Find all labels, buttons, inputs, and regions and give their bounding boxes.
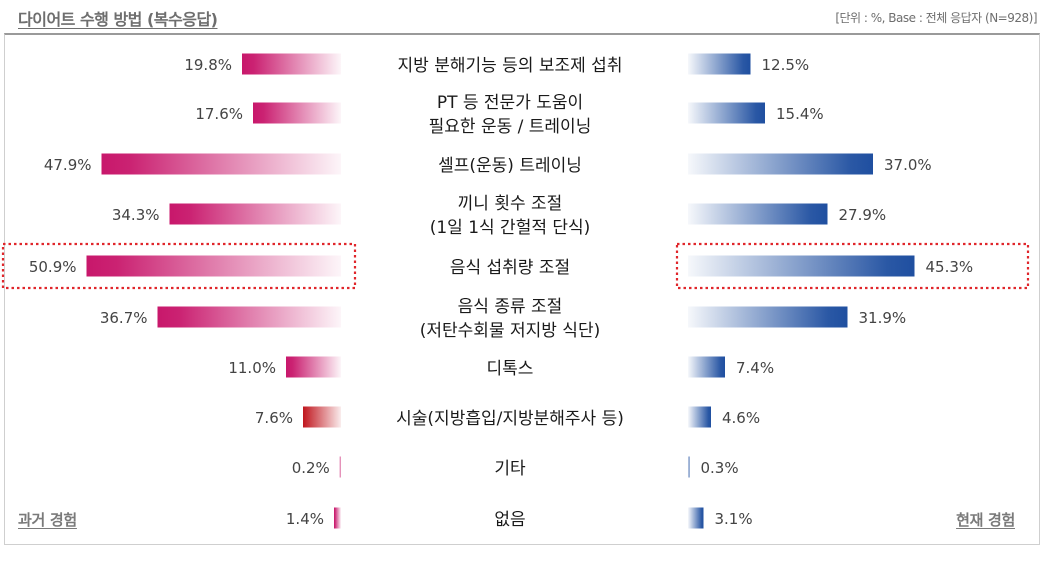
present-value-label-1: 12.5% [762,56,810,74]
past-value-label-2: 17.6% [195,105,243,123]
present-value-label-10: 3.1% [715,510,753,528]
category-label-4-line-1: 끼니 횟수 조절 [458,194,563,214]
category-label-8: 시술(지방흡입/지방분해주사 등) [396,409,624,429]
category-label-7: 디톡스 [487,359,534,379]
chart-frame [4,33,1040,545]
base-note: [단위 : %, Base : 전체 응답자 (N=928)] [835,11,1037,25]
present-bar-7 [688,356,725,378]
present-value-label-4: 27.9% [839,206,887,224]
past-bar-7 [286,356,341,378]
past-value-label-1: 19.8% [184,56,232,74]
past-value-label-10: 1.4% [286,510,324,528]
present-bar-4 [688,203,828,225]
past-bar-8 [303,406,341,428]
legend-present-label: 현재 경험 [956,511,1015,529]
present-value-label-3: 37.0% [884,156,932,174]
category-label-6-line-1: 음식 종류 조절 [458,297,563,317]
category-label-10: 없음 [494,510,525,530]
present-bar-1 [688,53,751,75]
highlight-box-past [1,242,357,290]
past-bar-1 [242,53,341,75]
present-bar-10 [688,507,704,529]
present-value-label-5: 45.3% [926,258,974,276]
past-bar-5 [86,255,341,277]
past-bar-10 [334,507,341,529]
present-bar-8 [688,406,711,428]
past-value-label-3: 47.9% [44,156,92,174]
category-label-6-line-2: (저탄수회물 저지방 식단) [420,321,600,341]
past-bar-4 [169,203,341,225]
category-label-2-line-2: 필요한 운동 / 트레이닝 [429,117,592,137]
chart-title: 다이어트 수행 방법 (복수응답) [18,10,218,29]
past-bar-6 [157,306,341,328]
past-value-label-7: 11.0% [228,359,276,377]
present-value-label-6: 31.9% [859,309,907,327]
past-value-label-9: 0.2% [292,459,330,477]
category-label-3: 셀프(운동) 트레이닝 [438,156,582,176]
present-bar-3 [688,153,873,175]
present-value-label-2: 15.4% [776,105,824,123]
past-value-label-6: 36.7% [100,309,148,327]
past-value-label-8: 7.6% [255,409,293,427]
past-bar-3 [101,153,341,175]
past-value-label-4: 34.3% [112,206,160,224]
present-bar-5 [688,255,915,277]
past-bar-2 [253,102,341,124]
legend-past-label: 과거 경험 [18,511,77,529]
category-label-2-line-1: PT 등 전문가 도움이 [437,93,583,113]
past-bar-9 [339,456,341,478]
category-label-4-line-2: (1일 1식 간헐적 단식) [430,218,591,238]
present-bar-6 [688,306,848,328]
present-bar-2 [688,102,765,124]
present-value-label-9: 0.3% [701,459,739,477]
past-value-label-5: 50.9% [29,258,77,276]
category-label-9: 기타 [494,459,526,479]
present-value-label-8: 4.6% [722,409,760,427]
present-value-label-7: 7.4% [736,359,774,377]
category-label-5: 음식 섭취량 조절 [450,258,570,278]
present-bar-9 [688,456,690,478]
category-label-1: 지방 분해기능 등의 보조제 섭취 [398,56,623,76]
